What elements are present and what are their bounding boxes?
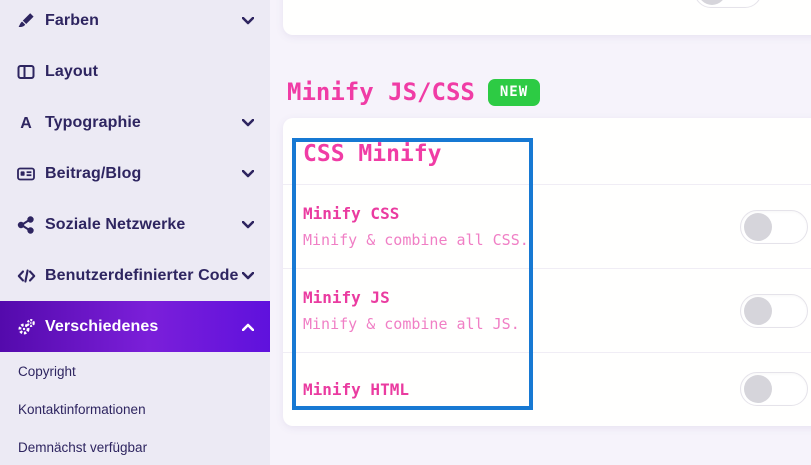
sidebar-item-beitrag-blog[interactable]: Beitrag/Blog [0, 148, 270, 199]
setting-text: Minify HTML [303, 380, 409, 399]
chevron-up-icon [242, 323, 254, 331]
setting-text: Minify CSS Minify & combine all CSS. [303, 204, 529, 249]
chevron-down-icon [242, 169, 254, 178]
section-heading-row: Minify JS/CSS NEW [287, 78, 541, 106]
sidebar-subitem-label: Copyright [18, 363, 76, 379]
sidebar-item-verschiedenes[interactable]: Verschiedenes [0, 301, 270, 352]
setting-description: Minify & combine all CSS. [303, 231, 529, 249]
sidebar-item-typographie[interactable]: A Typographie [0, 97, 270, 148]
previous-setting-toggle[interactable] [694, 0, 762, 8]
section-title: Minify JS/CSS [287, 78, 475, 106]
sidebar-item-label: Soziale Netzwerke [45, 215, 186, 233]
svg-text:A: A [20, 115, 32, 132]
previous-settings-card-partial [283, 0, 811, 35]
sidebar: Farben Layout A [0, 0, 270, 465]
setting-label: Minify JS [303, 288, 390, 307]
sidebar-subitem-label: Demnächst verfügbar [18, 439, 148, 455]
sidebar-item-label: Verschiedenes [45, 317, 159, 335]
toggle-knob [698, 0, 726, 5]
sidebar-submenu: Copyright Kontaktinformationen Demnächst… [0, 352, 270, 465]
minify-html-toggle[interactable] [740, 372, 808, 406]
sidebar-subitem-label: Kontaktinformationen [18, 401, 146, 417]
setting-row-minify-html: Minify HTML [283, 353, 811, 425]
toggle-knob [744, 375, 772, 403]
card-title: CSS Minify [303, 141, 442, 167]
sidebar-subitem-demnaechst-verfuegbar[interactable]: Demnächst verfügbar [0, 428, 270, 465]
chevron-down-icon [242, 118, 254, 127]
layout-columns-icon [16, 63, 36, 81]
setting-label: Minify HTML [303, 379, 409, 399]
setting-label: Minify CSS [303, 204, 400, 223]
setting-text: Minify JS Minify & combine all JS. [303, 288, 520, 333]
minify-settings-card: CSS Minify Minify CSS Minify & combine a… [283, 118, 811, 426]
sidebar-item-label: Layout [45, 62, 99, 80]
chevron-down-icon [242, 271, 254, 280]
minify-css-toggle[interactable] [740, 209, 808, 244]
setting-row-minify-css: Minify CSS Minify & combine all CSS. [283, 185, 811, 269]
blog-card-icon [16, 165, 36, 183]
sidebar-item-soziale-netzwerke[interactable]: Soziale Netzwerke [0, 199, 270, 250]
sidebar-item-farben[interactable]: Farben [0, 0, 270, 46]
sidebar-subitem-copyright[interactable]: Copyright [0, 352, 270, 390]
sidebar-item-benutzerdefinierter-code[interactable]: Benutzerdefinierter Code [0, 250, 270, 301]
setting-row-minify-js: Minify JS Minify & combine all JS. [283, 269, 811, 353]
gears-icon [16, 318, 36, 336]
chevron-down-icon [242, 220, 254, 229]
code-icon [16, 267, 36, 285]
sidebar-nav: Farben Layout A [0, 0, 270, 352]
setting-description: Minify & combine all JS. [303, 315, 520, 333]
sidebar-subitem-kontaktinformationen[interactable]: Kontaktinformationen [0, 390, 270, 428]
typography-icon: A [16, 114, 36, 132]
sidebar-item-label: Beitrag/Blog [45, 164, 142, 182]
toggle-knob [744, 212, 772, 241]
card-header: CSS Minify [283, 118, 811, 185]
minify-js-toggle[interactable] [740, 293, 808, 328]
share-icon [16, 215, 36, 234]
toggle-knob [744, 296, 772, 325]
main-content: Minify JS/CSS NEW CSS Minify Minify CSS … [270, 0, 811, 465]
sidebar-item-layout[interactable]: Layout [0, 46, 270, 97]
sidebar-item-label: Farben [45, 11, 99, 29]
new-badge: NEW [487, 78, 541, 106]
sidebar-item-label: Typographie [45, 113, 141, 131]
sidebar-item-label: Benutzerdefinierter Code [45, 266, 239, 284]
paintbrush-icon [16, 12, 36, 30]
chevron-down-icon [242, 16, 254, 25]
